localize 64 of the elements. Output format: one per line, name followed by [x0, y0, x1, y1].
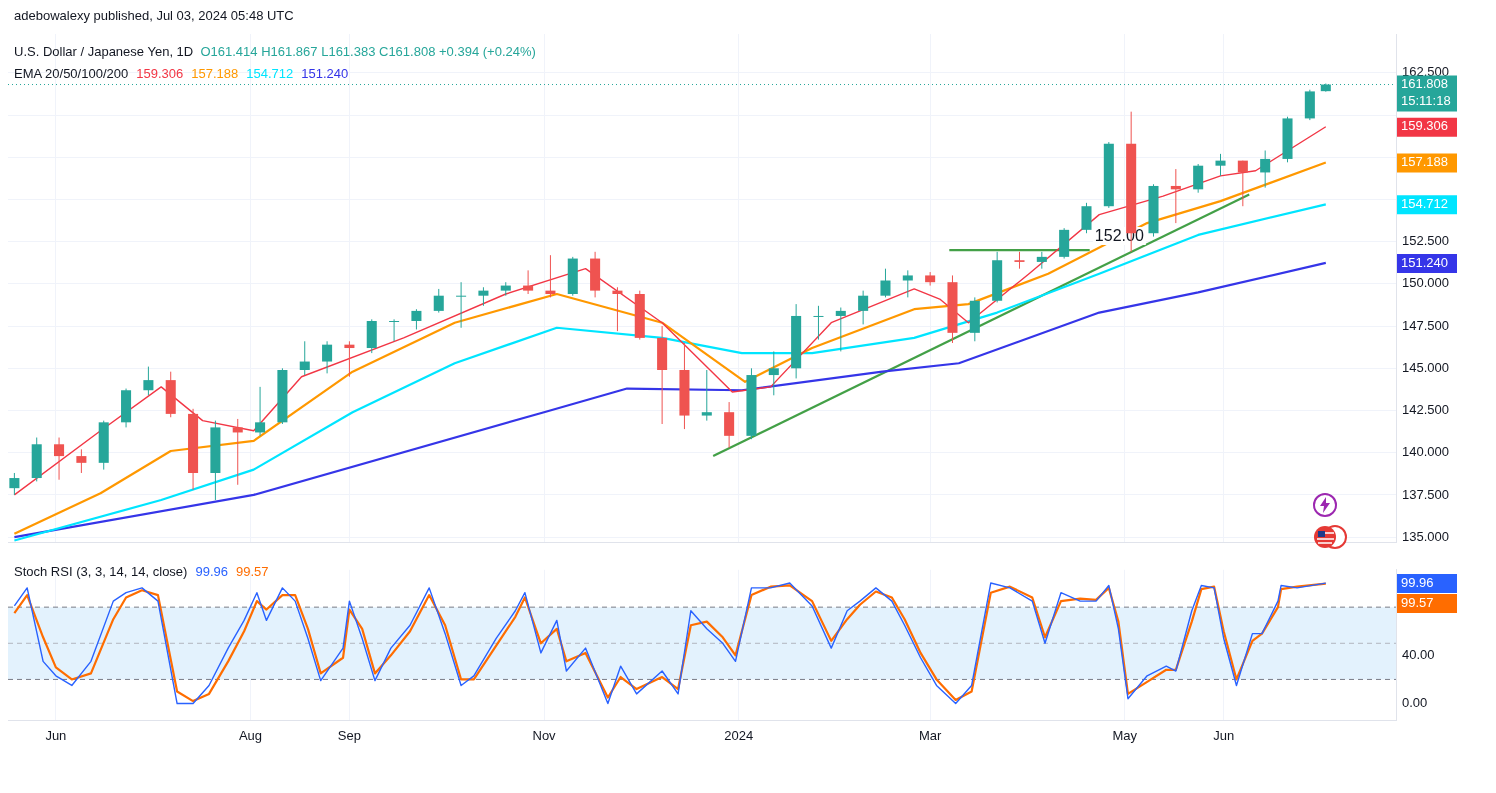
candlestick	[456, 281, 467, 329]
candlestick	[389, 318, 400, 342]
chart-title: Stoch RSI (3, 3, 14, 14, close)	[14, 564, 188, 579]
legend-title: EMA 20/50/100/200	[14, 66, 129, 81]
candlestick	[1215, 153, 1226, 177]
candlestick	[902, 269, 913, 298]
y-tick-label: 142.500	[1402, 402, 1449, 418]
x-tick-label: Mar	[918, 727, 943, 743]
y-tick-label: 147.500	[1402, 317, 1449, 333]
candlestick	[835, 307, 846, 352]
candlestick	[925, 271, 936, 287]
candlestick	[768, 350, 779, 396]
y-tick-label: 150.000	[1402, 275, 1449, 291]
x-tick-label: May	[1112, 727, 1138, 743]
y-tick-label: 152.500	[1402, 233, 1449, 249]
candlestick	[478, 286, 489, 307]
candlestick	[299, 340, 310, 376]
candlestick	[1260, 150, 1271, 189]
candlestick	[1081, 202, 1092, 234]
candlestick	[433, 288, 444, 314]
x-tick-label: Jun	[1213, 727, 1235, 743]
candlestick	[813, 305, 824, 341]
text: 159.306	[1401, 118, 1448, 134]
y-tick-label: 140.000	[1402, 444, 1449, 460]
candlestick	[411, 308, 422, 330]
y-tick-label: 135.000	[1402, 528, 1449, 544]
y-tick-label: 40.00	[1402, 646, 1435, 662]
candlestick	[54, 437, 65, 481]
text: 15:11:18	[1401, 93, 1451, 109]
candlestick	[880, 268, 891, 298]
text: 99.57	[1401, 594, 1434, 610]
x-tick-label: Jun	[45, 727, 67, 743]
annotation: 151.240	[301, 66, 349, 81]
candlestick	[143, 366, 154, 396]
candlestick	[858, 290, 869, 325]
y-tick-label: 137.500	[1402, 486, 1449, 502]
y-tick-label: 145.000	[1402, 359, 1449, 375]
annotation: 99.57	[235, 564, 269, 579]
y-tick-label: 0.00	[1402, 695, 1428, 711]
candlestick	[76, 448, 87, 474]
annotation: 99.96	[195, 564, 228, 579]
candlestick	[1193, 163, 1204, 194]
candlestick	[523, 269, 534, 295]
x-tick-label: Aug	[238, 727, 263, 743]
x-tick-label: Nov	[532, 727, 557, 743]
text: 157.188	[1401, 154, 1448, 170]
text: O161.414 H161.867 L161.383 C161.808 +0.394 (+0.24%)	[199, 44, 536, 59]
text: U.S. Dollar / Japanese Yen, 1D	[14, 44, 194, 59]
candlestick	[232, 418, 243, 486]
annotation: 157.188	[191, 66, 239, 81]
x-tick-label: 2024	[724, 727, 754, 743]
candlestick	[724, 401, 735, 449]
annotation: 154.712	[246, 66, 294, 81]
annotation: 159.306	[136, 66, 184, 81]
text: adebowalexy published, Jul 03, 2024 05:48 UTC	[14, 8, 294, 23]
text: 99.96	[1401, 574, 1434, 590]
candlestick	[1237, 160, 1248, 207]
candlestick	[255, 386, 266, 437]
x-tick-label: Sep	[337, 727, 361, 743]
candlestick	[322, 340, 333, 374]
candlestick	[9, 472, 20, 496]
text: 151.240	[1401, 254, 1448, 270]
text: 154.712	[1401, 195, 1448, 211]
candlestick	[701, 369, 712, 422]
